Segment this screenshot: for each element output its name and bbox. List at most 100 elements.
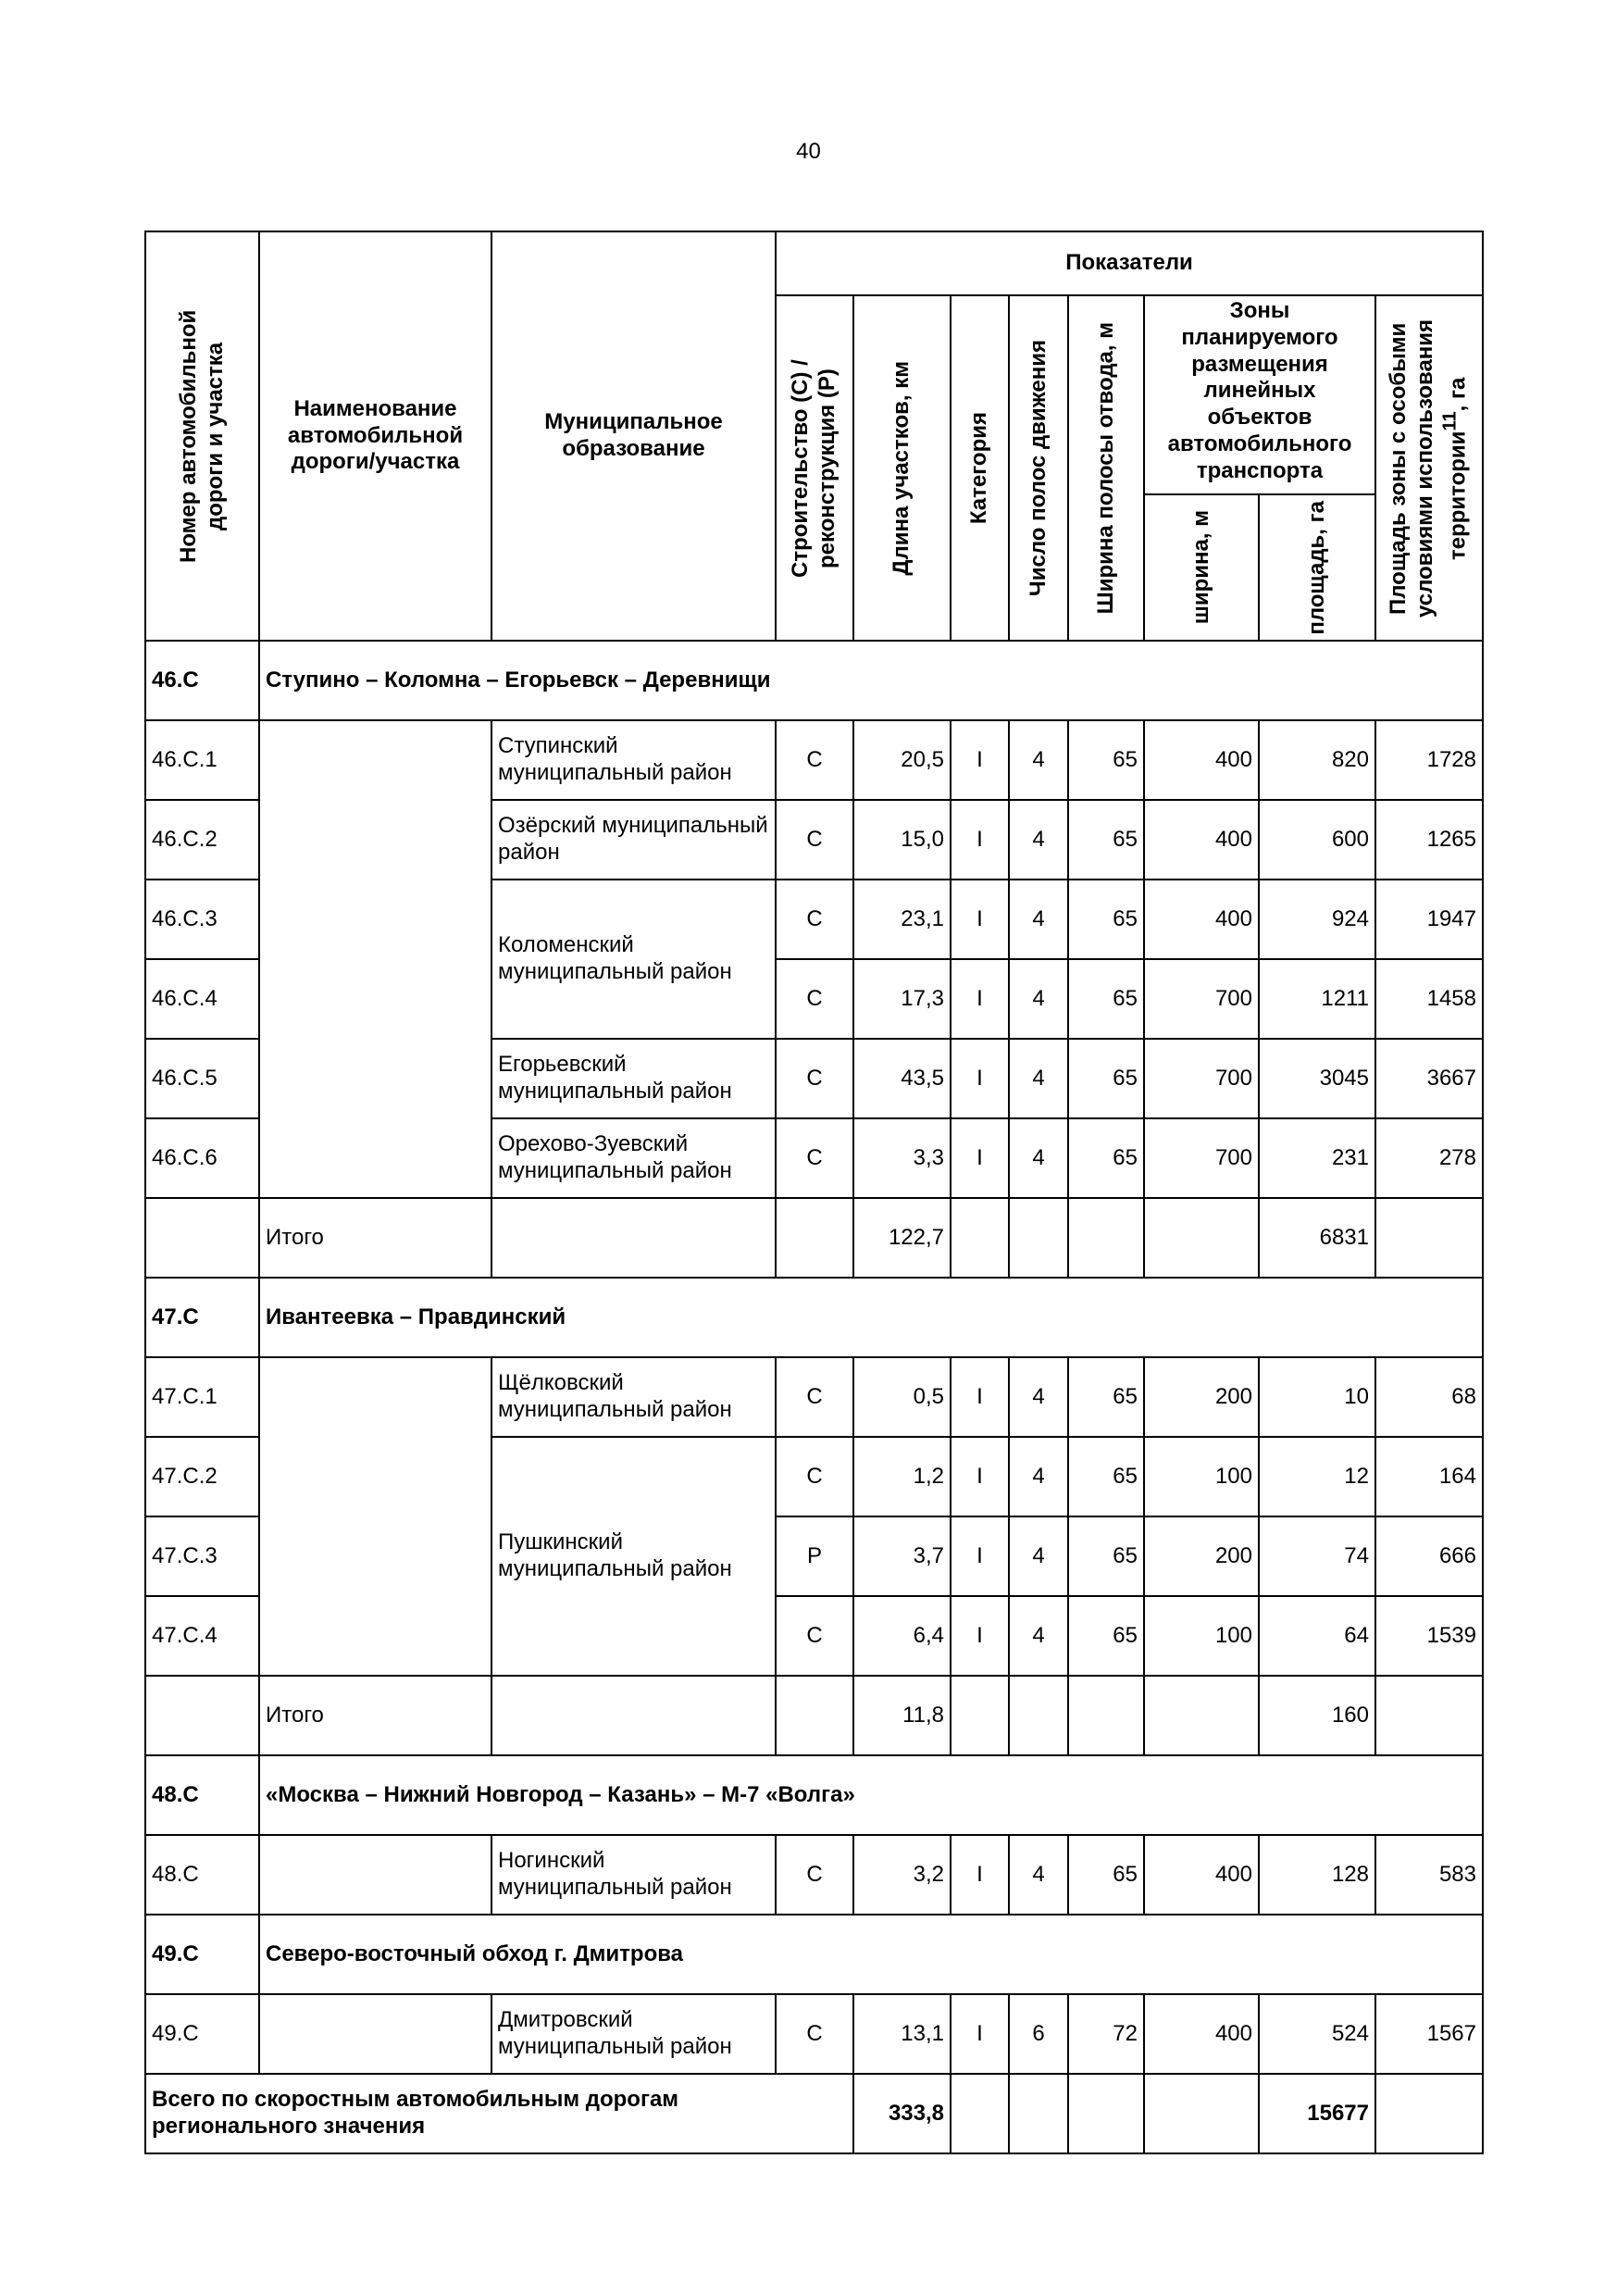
empty-cell bbox=[950, 1675, 1010, 1756]
zone-width-cell: 200 bbox=[1143, 1356, 1260, 1438]
zone-area-cell: 524 bbox=[1258, 1993, 1376, 2075]
construction-cell: С bbox=[775, 1436, 854, 1517]
municipality-cell: Озёрский муниципальный район bbox=[491, 799, 777, 880]
empty-cell bbox=[1008, 2073, 1069, 2154]
row-width-cell: 65 bbox=[1067, 719, 1145, 801]
lanes-cell: 4 bbox=[1008, 1595, 1069, 1677]
empty-cell bbox=[1374, 1675, 1484, 1756]
empty-cell bbox=[144, 1675, 260, 1756]
table-row: 48.С Ногинский муниципальный район С 3,2 I 4 6… bbox=[144, 1834, 1484, 1915]
zone-area-cell: 924 bbox=[1258, 879, 1376, 960]
construction-cell: С bbox=[775, 1834, 854, 1915]
length-cell: 6,4 bbox=[852, 1595, 952, 1677]
municipality-cell: Коломенский муниципальный район bbox=[491, 879, 777, 1040]
special-area-cell: 3667 bbox=[1374, 1038, 1484, 1119]
category-cell: I bbox=[950, 1834, 1010, 1915]
length-cell: 17,3 bbox=[852, 958, 952, 1040]
category-cell: I bbox=[950, 719, 1010, 801]
row-width-cell: 65 bbox=[1067, 1834, 1145, 1915]
header-construction: Строительство (С) / реконструкция (Р) bbox=[775, 294, 854, 642]
header-lanes: Число полос движения bbox=[1008, 294, 1069, 642]
municipality-cell: Егорьевский муниципальный район bbox=[491, 1038, 777, 1119]
municipality-cell: Дмитровский муниципальный район bbox=[491, 1993, 777, 2075]
header-road-name: Наименование автомобильной дороги/участк… bbox=[258, 231, 492, 642]
subtotal-row: Итого 122,7 6831 bbox=[144, 1197, 1484, 1279]
special-area-cell: 164 bbox=[1374, 1436, 1484, 1517]
subtotal-zone-area: 6831 bbox=[1258, 1197, 1376, 1279]
category-cell: I bbox=[950, 1595, 1010, 1677]
row-width-cell: 65 bbox=[1067, 1595, 1145, 1677]
row-code: 47.С.1 bbox=[144, 1356, 260, 1438]
table-row: 47.С.2 Пушкинский муниципальный район С 1,2… bbox=[144, 1436, 1484, 1677]
construction-cell: С bbox=[775, 958, 854, 1040]
category-cell: I bbox=[950, 879, 1010, 960]
zone-area-cell: 64 bbox=[1258, 1595, 1376, 1677]
construction-cell: С bbox=[775, 1356, 854, 1438]
construction-cell: С bbox=[775, 1993, 854, 2075]
table-row: 47.С.4 С 6,4 I 4 65 100 64 1539 bbox=[144, 1595, 1484, 1677]
empty-cell bbox=[1067, 1197, 1145, 1279]
zone-area-cell: 1211 bbox=[1258, 958, 1376, 1040]
zone-width-cell: 100 bbox=[1143, 1595, 1260, 1677]
section-name: Северо-восточный обход г. Дмитрова bbox=[258, 1914, 1484, 1995]
row-code: 46.С.3 bbox=[144, 879, 260, 960]
table-row: 46.С.1 Ступинский муниципальный район С 20,… bbox=[144, 719, 1484, 1199]
empty-cell bbox=[1374, 1197, 1484, 1279]
special-area-cell: 1265 bbox=[1374, 799, 1484, 880]
grand-total-row: Всего по скоростным автомобильным дорога… bbox=[144, 2073, 1484, 2154]
table-row: 46.С.2 Озёрский муниципальный район С 15,0 I… bbox=[144, 799, 1484, 880]
section-code: 46.С bbox=[144, 640, 260, 721]
length-cell: 1,2 bbox=[852, 1436, 952, 1517]
zone-area-cell: 820 bbox=[1258, 719, 1376, 801]
empty-cell bbox=[491, 1197, 777, 1279]
construction-cell: С bbox=[775, 1595, 854, 1677]
subtotal-label: Итого bbox=[258, 1675, 492, 1756]
row-width-cell: 65 bbox=[1067, 879, 1145, 960]
page-number: 40 bbox=[796, 139, 821, 164]
construction-cell: С bbox=[775, 879, 854, 960]
lanes-cell: 6 bbox=[1008, 1993, 1069, 2075]
row-width-cell: 65 bbox=[1067, 799, 1145, 880]
table-row: 46.С.4 С 17,3 I 4 65 700 1211 1458 bbox=[144, 958, 1484, 1040]
row-width-cell: 65 bbox=[1067, 1117, 1145, 1199]
section-row: 47.С Ивантеевка – Правдинский bbox=[144, 1277, 1484, 1358]
special-area-cell: 583 bbox=[1374, 1834, 1484, 1915]
empty-cell bbox=[144, 1197, 260, 1279]
empty-cell bbox=[950, 1197, 1010, 1279]
zone-area-cell: 3045 bbox=[1258, 1038, 1376, 1119]
construction-cell: Р bbox=[775, 1516, 854, 1597]
category-cell: I bbox=[950, 1993, 1010, 2075]
length-cell: 43,5 bbox=[852, 1038, 952, 1119]
row-width-cell: 65 bbox=[1067, 1038, 1145, 1119]
empty-cell bbox=[775, 1675, 854, 1756]
empty-cell bbox=[1143, 1675, 1260, 1756]
row-width-cell: 65 bbox=[1067, 1356, 1145, 1438]
row-code: 46.С.1 bbox=[144, 719, 260, 801]
empty-cell bbox=[1067, 2073, 1145, 2154]
lanes-cell: 4 bbox=[1008, 958, 1069, 1040]
row-code: 48.С bbox=[144, 1834, 260, 1915]
roads-table: Номер автомобильной дороги и участка Наи… bbox=[144, 231, 1484, 2154]
row-code: 46.С.2 bbox=[144, 799, 260, 880]
table-row: 46.С.3 Коломенский муниципальный район С 23… bbox=[144, 879, 1484, 1040]
zone-area-cell: 600 bbox=[1258, 799, 1376, 880]
empty-cell bbox=[775, 1197, 854, 1279]
construction-cell: С bbox=[775, 1038, 854, 1119]
zone-width-cell: 200 bbox=[1143, 1516, 1260, 1597]
row-code: 46.С.6 bbox=[144, 1117, 260, 1199]
category-cell: I bbox=[950, 1117, 1010, 1199]
table-row: 46.С.6 Орехово-Зуевский муниципальный рай… bbox=[144, 1117, 1484, 1199]
special-area-cell: 278 bbox=[1374, 1117, 1484, 1199]
special-area-cell: 1458 bbox=[1374, 958, 1484, 1040]
grand-total-label: Всего по скоростным автомобильным дорога… bbox=[144, 2073, 854, 2154]
construction-cell: С bbox=[775, 1117, 854, 1199]
special-area-cell: 68 bbox=[1374, 1356, 1484, 1438]
header-zones: Зоны планируемого размещения линейных об… bbox=[1143, 294, 1376, 495]
lanes-cell: 4 bbox=[1008, 1356, 1069, 1438]
zone-width-cell: 700 bbox=[1143, 1117, 1260, 1199]
length-cell: 13,1 bbox=[852, 1993, 952, 2075]
subtotal-row: Итого 11,8 160 bbox=[144, 1675, 1484, 1756]
header-zone-width: ширина, м bbox=[1143, 493, 1260, 642]
length-cell: 20,5 bbox=[852, 719, 952, 801]
category-cell: I bbox=[950, 799, 1010, 880]
